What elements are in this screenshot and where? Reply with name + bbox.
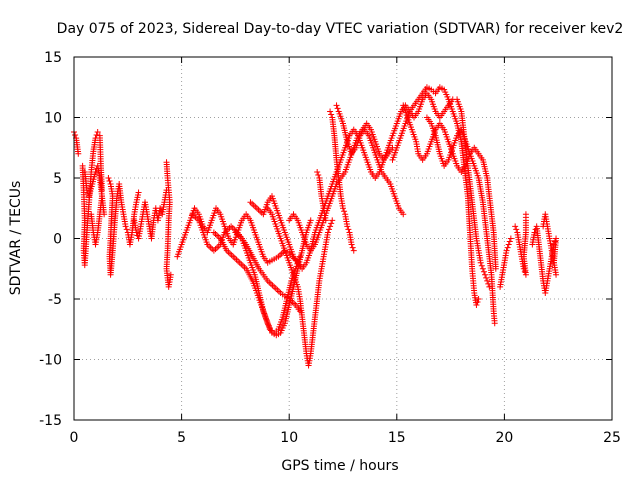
series-sat-o — [314, 168, 329, 224]
chart-title: Day 075 of 2023, Sidereal Day-to-day VTE… — [57, 21, 624, 37]
data-point-marker — [315, 171, 322, 178]
data-point-marker — [93, 132, 100, 139]
data-point-marker — [350, 247, 357, 254]
data-point-marker — [505, 241, 512, 248]
data-point-marker — [506, 238, 513, 245]
x-tick-label: 5 — [177, 430, 186, 446]
data-point-marker — [135, 189, 142, 196]
data-point-marker — [106, 178, 113, 185]
data-point-marker — [474, 299, 481, 306]
data-point-marker — [322, 217, 329, 224]
data-point-marker — [167, 271, 174, 278]
y-tick-label: 0 — [53, 232, 62, 248]
data-point-marker — [400, 211, 407, 218]
data-point-marker — [483, 274, 490, 281]
series-sat-e — [105, 175, 142, 278]
data-point-marker — [348, 241, 355, 248]
data-point-marker — [333, 102, 340, 109]
data-point-marker — [504, 244, 511, 251]
series-sat-l — [247, 90, 456, 272]
x-tick-label: 15 — [388, 430, 406, 446]
series-sat-w — [512, 211, 529, 278]
series-sat-y — [540, 211, 557, 266]
series-sat-f — [131, 187, 170, 242]
data-point-marker — [105, 175, 112, 181]
data-point-marker — [94, 129, 101, 136]
data-point-marker — [344, 223, 351, 230]
tick-layer — [73, 56, 613, 421]
data-point-marker — [328, 220, 335, 227]
data-point-marker — [478, 262, 485, 269]
y-tick-label: -5 — [48, 292, 62, 308]
series-sat-u — [454, 96, 493, 290]
x-tick-label: 0 — [70, 430, 79, 446]
data-point-marker — [122, 223, 129, 230]
data-point-marker — [327, 108, 334, 115]
series-sat-v — [497, 235, 514, 290]
series-sat-t — [423, 114, 498, 327]
data-point-marker — [72, 132, 79, 139]
x-tick-label: 20 — [495, 430, 513, 446]
data-point-marker — [482, 271, 489, 278]
data-point-marker — [328, 111, 335, 118]
series-sat-k — [232, 217, 314, 339]
data-point-marker — [307, 217, 314, 224]
data-point-marker — [485, 280, 492, 287]
series-sat-d — [88, 193, 105, 248]
data-point-marker — [507, 235, 514, 242]
data-point-marker — [491, 320, 498, 327]
series-sat-i — [189, 211, 303, 315]
data-point-marker — [341, 208, 348, 215]
data-point-marker — [326, 226, 333, 233]
series-sat-q — [333, 102, 407, 218]
data-point-marker — [486, 283, 493, 290]
data-point-marker — [345, 226, 352, 233]
x-tick-label: 25 — [603, 430, 621, 446]
data-point-marker — [92, 168, 99, 175]
data-point-marker — [157, 205, 164, 212]
y-tick-label: 5 — [53, 171, 62, 187]
data-point-marker — [479, 265, 486, 272]
data-point-marker — [484, 277, 491, 284]
y-axis-label: SDTVAR / TECUs — [8, 181, 24, 296]
data-point-marker — [327, 223, 334, 230]
data-point-marker — [503, 247, 510, 254]
series-sat-g — [163, 159, 174, 290]
series-sat-m — [264, 205, 336, 369]
data-point-marker — [473, 302, 480, 309]
data-point-marker — [314, 168, 321, 175]
data-point-marker — [512, 223, 519, 230]
data-point-marker — [329, 217, 336, 224]
data-point-marker — [324, 229, 331, 236]
data-point-marker — [553, 271, 560, 278]
data-point-marker — [123, 226, 130, 233]
x-tick-label: 10 — [280, 430, 298, 446]
data-point-marker — [477, 259, 484, 266]
x-axis-label: GPS time / hours — [281, 458, 398, 474]
data-point-marker — [492, 265, 499, 272]
data-point-marker — [83, 187, 90, 194]
data-point-marker — [513, 226, 520, 233]
y-tick-label: 15 — [44, 50, 62, 66]
y-tick-label: -15 — [39, 413, 62, 429]
data-layer — [71, 84, 560, 369]
data-point-marker — [550, 259, 557, 266]
data-point-marker — [480, 268, 487, 275]
data-point-marker — [334, 105, 341, 112]
y-tick-label: 10 — [44, 111, 62, 127]
data-point-marker — [340, 205, 346, 212]
y-tick-label: -10 — [39, 353, 62, 369]
data-point-marker — [75, 150, 82, 157]
series-sat-p — [327, 108, 357, 254]
data-point-marker — [349, 244, 356, 251]
data-point-marker — [133, 229, 140, 236]
label-layer: 0 5 10 15 20 25 -15 -10 -5 0 5 10 15 — [39, 50, 621, 446]
data-point-marker — [522, 211, 529, 218]
data-point-marker — [475, 296, 482, 302]
data-point-marker — [98, 193, 105, 200]
